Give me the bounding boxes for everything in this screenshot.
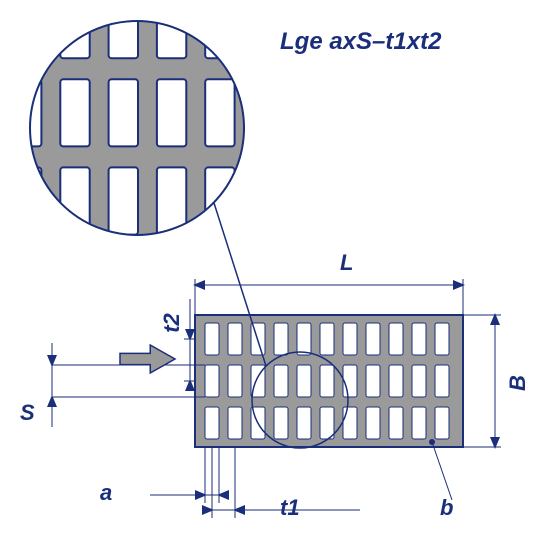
label-S: S	[20, 400, 35, 426]
label-L: L	[340, 250, 353, 276]
technical-diagram	[0, 0, 550, 550]
label-a: a	[100, 480, 112, 506]
label-t2: t2	[159, 313, 185, 333]
diagram-title: Lge axS–t1xt2	[280, 28, 441, 56]
label-b: b	[440, 495, 453, 521]
label-t1: t1	[280, 495, 300, 521]
label-B: B	[505, 375, 531, 391]
